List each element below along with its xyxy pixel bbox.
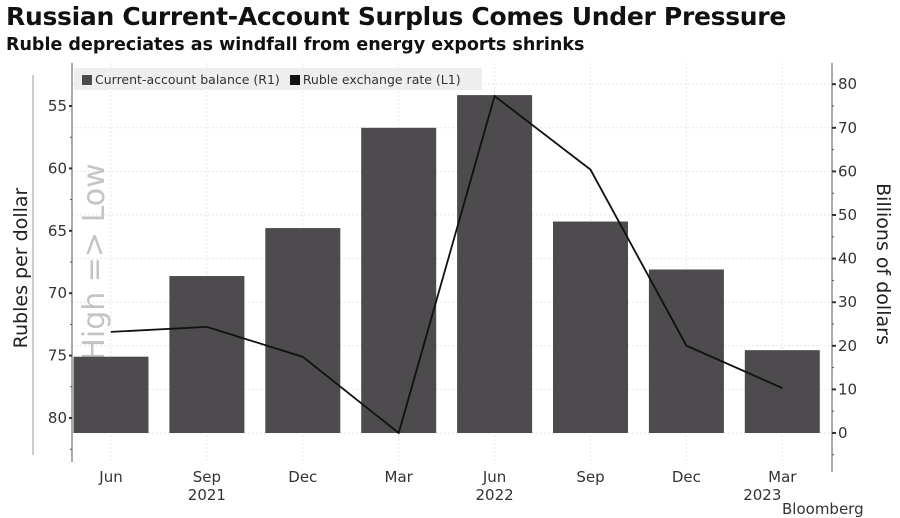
bar (361, 127, 437, 434)
right-tick-label: 20 (838, 337, 857, 355)
left-tick-label: 60 (48, 159, 67, 177)
left-axis-title: Rubles per dollar (10, 187, 32, 348)
bar (553, 221, 628, 433)
line-point (590, 169, 591, 171)
right-tick-label: 70 (838, 119, 857, 137)
bar (744, 350, 820, 433)
legend: Current-account balance (R1) Ruble excha… (74, 68, 482, 90)
left-tick-label: 80 (48, 409, 67, 427)
legend-item-current-account: Current-account balance (R1) (82, 72, 280, 87)
x-tick-label: Dec (288, 468, 317, 486)
right-tick-label: 10 (838, 380, 857, 398)
legend-swatch (82, 74, 92, 85)
x-year-label: 2023 (743, 486, 781, 504)
line-point (398, 432, 400, 434)
x-tick-label: Sep (193, 468, 221, 486)
x-tick-label: Dec (672, 468, 701, 486)
line-point (110, 331, 112, 333)
left-tick-label: 75 (48, 347, 67, 365)
x-tick-label: Jun (98, 468, 122, 486)
line-point (494, 95, 496, 97)
bar (169, 276, 245, 433)
bar (73, 356, 149, 433)
left-tick-label: 70 (48, 284, 67, 302)
left-tick-label: 65 (48, 222, 67, 240)
x-tick-label: Jun (482, 468, 506, 486)
right-tick-label: 30 (838, 293, 857, 311)
right-tick-label: 60 (838, 162, 857, 180)
legend-swatch (289, 74, 300, 85)
legend-label: Current-account balance (R1) (95, 71, 280, 87)
legend-item-ruble: Ruble exchange rate (L1) (289, 71, 461, 87)
right-tick-label: 0 (838, 424, 848, 442)
line-point (302, 356, 304, 358)
bar (265, 228, 341, 433)
line-point (206, 326, 208, 328)
x-year-label: 2022 (476, 486, 514, 504)
chart-title: Russian Current-Account Surplus Comes Un… (6, 2, 786, 31)
x-tick-label: Mar (768, 468, 797, 486)
x-tick-label: Mar (385, 468, 414, 486)
legend-label: Ruble exchange rate (L1) (302, 71, 461, 87)
bar (648, 269, 724, 433)
x-tick-label: Sep (576, 468, 604, 486)
right-tick-label: 50 (838, 206, 857, 224)
left-tick-label: 55 (48, 97, 67, 115)
watermark-text: High => Low (77, 163, 112, 360)
right-axis-title: Billions of dollars (872, 183, 894, 345)
line-series-ruble (110, 94, 783, 435)
right-tick-label: 40 (838, 250, 857, 268)
line-point (781, 387, 783, 389)
source-label: Bloomberg (782, 500, 864, 518)
bar (457, 95, 533, 433)
x-year-label: 2021 (188, 486, 226, 504)
right-tick-label: 80 (838, 75, 857, 93)
line-point (685, 345, 687, 347)
chart-subtitle: Ruble depreciates as windfall from energ… (6, 35, 585, 55)
